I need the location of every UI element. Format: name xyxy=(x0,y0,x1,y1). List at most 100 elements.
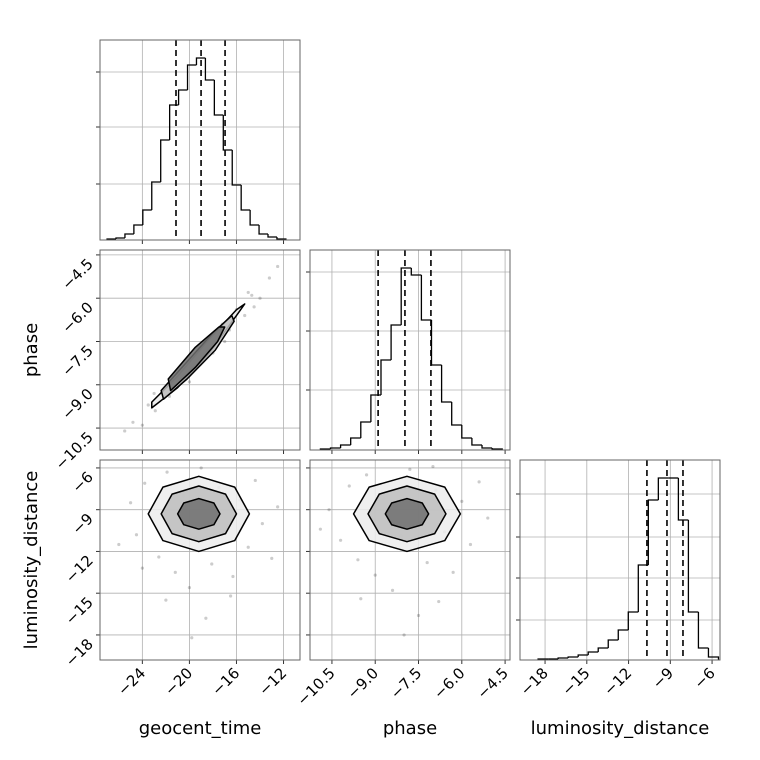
hist-step xyxy=(249,210,260,226)
hist-step xyxy=(370,394,381,422)
sample-point xyxy=(210,562,214,566)
x-tick-label: −12 xyxy=(600,664,635,699)
sample-point xyxy=(260,522,264,526)
sample-point xyxy=(477,480,481,484)
sample-point xyxy=(267,276,272,280)
panel-frame xyxy=(99,459,301,661)
y-tick-label: −4.5 xyxy=(58,255,96,293)
sample-point xyxy=(486,516,490,520)
y-tick-label: −10.5 xyxy=(52,428,97,473)
hist-step xyxy=(607,639,619,648)
hist-step xyxy=(177,89,188,105)
hist-step xyxy=(186,64,197,90)
hist-step xyxy=(587,651,599,655)
x-tick-label: −24 xyxy=(114,664,149,699)
hist-step xyxy=(350,437,361,445)
x-tick-label: −9 xyxy=(649,664,677,692)
hist-step xyxy=(133,224,143,234)
hist-step xyxy=(577,654,589,657)
hist-step xyxy=(240,185,251,211)
y-axis-label: luminosity_distance xyxy=(21,471,42,650)
x-axis-label: phase xyxy=(383,718,437,739)
y-tick-label: −9 xyxy=(68,510,96,538)
panel: −10.5 −9.0 −7.5 −6.0 −4.5 phase xyxy=(21,249,301,473)
panel-frame xyxy=(99,39,301,241)
sample-point xyxy=(347,484,351,488)
hist-step xyxy=(687,520,699,613)
sample-point xyxy=(246,545,250,549)
sample-point xyxy=(187,380,192,384)
hist-step xyxy=(258,225,268,235)
sample-point xyxy=(390,588,395,593)
sample-point xyxy=(204,616,208,620)
hist-step xyxy=(151,181,161,210)
hist-step xyxy=(195,57,206,65)
hist-step xyxy=(222,115,233,151)
sample-point xyxy=(359,597,363,601)
hist-step xyxy=(390,324,402,360)
x-tick-label: −20 xyxy=(161,664,196,699)
hist-step xyxy=(557,657,569,659)
x-tick-label: −15 xyxy=(559,664,594,699)
sample-point xyxy=(140,423,144,427)
hist-step xyxy=(461,425,472,439)
sample-point xyxy=(402,633,406,637)
y-tick-label: −12 xyxy=(62,552,97,587)
y-tick-label: −18 xyxy=(62,635,97,670)
contour xyxy=(176,497,221,530)
y-axis-label: phase xyxy=(21,323,42,377)
sample-point xyxy=(460,499,464,503)
x-tick-label: −7.5 xyxy=(387,664,425,702)
contour xyxy=(167,326,226,392)
x-tick-label: −6 xyxy=(691,664,719,692)
x-tick-label: −16 xyxy=(208,664,243,699)
hist-step xyxy=(267,234,277,238)
sample-point xyxy=(373,573,377,577)
sample-point xyxy=(243,313,247,318)
hist-step xyxy=(142,209,152,225)
y-tick-label: −6 xyxy=(68,468,96,496)
x-axis-label: luminosity_distance xyxy=(531,718,710,739)
sample-point xyxy=(223,339,227,344)
contour xyxy=(384,497,430,530)
hist-step xyxy=(124,233,134,238)
sample-point xyxy=(253,478,257,483)
y-tick-label: −7.5 xyxy=(58,342,96,380)
sample-point xyxy=(276,264,280,269)
sample-point xyxy=(425,560,429,565)
sample-point xyxy=(143,481,147,485)
sample-point xyxy=(318,527,322,531)
sample-point xyxy=(165,470,169,474)
sample-point xyxy=(146,403,150,407)
sample-point xyxy=(157,555,161,559)
sample-point xyxy=(173,570,177,574)
hist-step xyxy=(339,444,351,448)
hist-step xyxy=(440,365,452,403)
sample-point xyxy=(437,599,441,604)
sample-point xyxy=(128,501,133,505)
panel-frame xyxy=(309,459,511,661)
sample-point xyxy=(117,542,121,547)
y-tick-label: −6.0 xyxy=(58,298,96,336)
sample-point xyxy=(199,466,203,470)
hist-step xyxy=(627,611,639,630)
sample-point xyxy=(468,542,473,547)
sample-point xyxy=(250,293,254,297)
hist-step xyxy=(647,499,659,565)
sample-point xyxy=(153,409,157,413)
hist-step xyxy=(677,478,689,521)
hist-step xyxy=(231,150,242,186)
panel-frame xyxy=(99,249,301,451)
sample-point xyxy=(356,558,360,562)
sample-point xyxy=(276,505,280,509)
hist-step xyxy=(115,237,125,239)
panel: −18 −15 −12 −9 −6 luminosity_distance xyxy=(516,459,721,739)
x-tick-label: −10.5 xyxy=(294,664,339,709)
sample-point xyxy=(187,586,192,590)
sample-point xyxy=(131,420,135,424)
y-tick-label: −9.0 xyxy=(58,385,96,423)
x-tick-label: −18 xyxy=(517,664,552,699)
hist-step xyxy=(410,268,422,276)
